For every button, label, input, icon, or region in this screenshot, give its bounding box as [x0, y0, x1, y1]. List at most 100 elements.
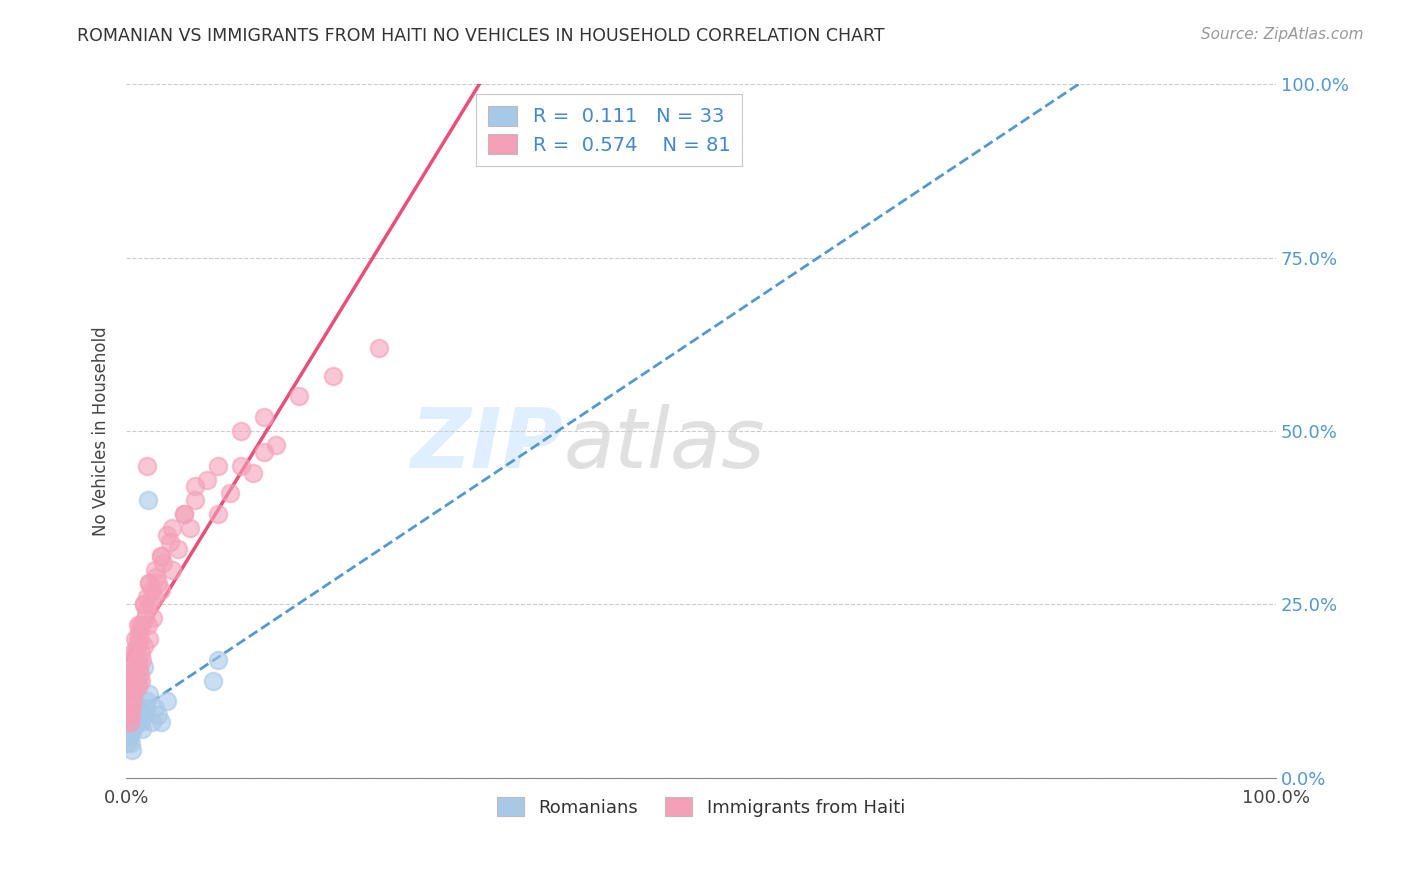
Text: Source: ZipAtlas.com: Source: ZipAtlas.com	[1201, 27, 1364, 42]
Point	[242, 466, 264, 480]
Point	[134, 611, 156, 625]
Point	[118, 729, 141, 743]
Point	[120, 673, 142, 688]
Point	[121, 687, 143, 701]
Point	[124, 694, 146, 708]
Y-axis label: No Vehicles in Household: No Vehicles in Household	[93, 326, 110, 536]
Point	[218, 486, 240, 500]
Point	[121, 687, 143, 701]
Point	[141, 715, 163, 730]
Point	[162, 521, 184, 535]
Point	[125, 681, 148, 695]
Point	[173, 507, 195, 521]
Point	[127, 681, 149, 695]
Point	[121, 743, 143, 757]
Point	[207, 653, 229, 667]
Point	[127, 715, 149, 730]
Point	[201, 673, 224, 688]
Point	[148, 708, 170, 723]
Point	[124, 659, 146, 673]
Point	[135, 701, 157, 715]
Point	[136, 493, 159, 508]
Point	[173, 507, 195, 521]
Point	[207, 507, 229, 521]
Point	[122, 653, 145, 667]
Point	[117, 687, 139, 701]
Point	[322, 368, 344, 383]
Text: ZIP: ZIP	[411, 404, 564, 485]
Text: ROMANIAN VS IMMIGRANTS FROM HAITI NO VEHICLES IN HOUSEHOLD CORRELATION CHART: ROMANIAN VS IMMIGRANTS FROM HAITI NO VEH…	[77, 27, 884, 45]
Point	[120, 715, 142, 730]
Point	[139, 597, 162, 611]
Point	[149, 549, 172, 563]
Point	[141, 583, 163, 598]
Point	[131, 618, 153, 632]
Point	[118, 701, 141, 715]
Point	[142, 591, 165, 605]
Point	[120, 736, 142, 750]
Point	[142, 611, 165, 625]
Point	[179, 521, 201, 535]
Point	[122, 722, 145, 736]
Point	[162, 563, 184, 577]
Point	[124, 681, 146, 695]
Point	[120, 701, 142, 715]
Point	[122, 694, 145, 708]
Point	[129, 666, 152, 681]
Point	[135, 604, 157, 618]
Point	[129, 632, 152, 646]
Point	[149, 583, 172, 598]
Point	[124, 666, 146, 681]
Point	[118, 666, 141, 681]
Point	[134, 708, 156, 723]
Point	[136, 694, 159, 708]
Point	[231, 458, 253, 473]
Point	[143, 563, 166, 577]
Point	[132, 597, 155, 611]
Point	[118, 722, 141, 736]
Point	[136, 458, 159, 473]
Point	[253, 444, 276, 458]
Point	[231, 424, 253, 438]
Point	[132, 639, 155, 653]
Point	[287, 389, 309, 403]
Legend: Romanians, Immigrants from Haiti: Romanians, Immigrants from Haiti	[489, 790, 912, 824]
Point	[121, 646, 143, 660]
Point	[184, 479, 207, 493]
Point	[138, 687, 160, 701]
Point	[127, 653, 149, 667]
Point	[207, 458, 229, 473]
Point	[129, 715, 152, 730]
Point	[124, 632, 146, 646]
Point	[152, 556, 174, 570]
Point	[138, 576, 160, 591]
Point	[143, 701, 166, 715]
Point	[129, 618, 152, 632]
Point	[117, 736, 139, 750]
Point	[122, 673, 145, 688]
Point	[124, 659, 146, 673]
Point	[368, 341, 391, 355]
Point	[127, 701, 149, 715]
Point	[167, 541, 190, 556]
Point	[125, 673, 148, 688]
Point	[131, 653, 153, 667]
Text: atlas: atlas	[564, 404, 765, 485]
Point	[129, 646, 152, 660]
Point	[195, 473, 218, 487]
Point	[125, 639, 148, 653]
Point	[138, 632, 160, 646]
Point	[155, 694, 177, 708]
Point	[149, 549, 172, 563]
Point	[117, 729, 139, 743]
Point	[128, 673, 150, 688]
Point	[129, 708, 152, 723]
Point	[136, 591, 159, 605]
Point	[124, 701, 146, 715]
Point	[117, 715, 139, 730]
Point	[128, 625, 150, 640]
Point	[132, 597, 155, 611]
Point	[155, 528, 177, 542]
Point	[122, 708, 145, 723]
Point	[264, 438, 287, 452]
